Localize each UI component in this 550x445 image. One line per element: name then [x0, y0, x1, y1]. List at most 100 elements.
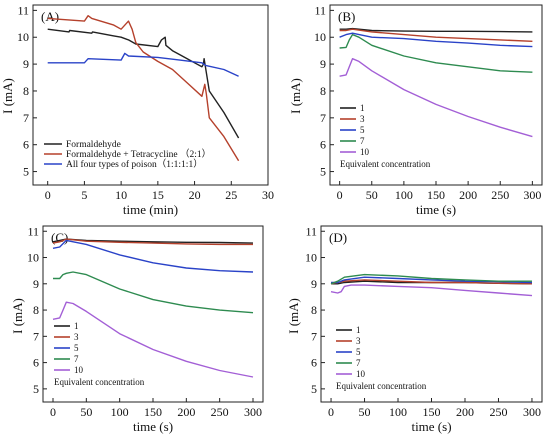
- x-tick-label: 0: [328, 405, 334, 419]
- y-tick-label: 6: [23, 138, 29, 152]
- legend-label: 5: [356, 347, 361, 357]
- y-tick-label: 5: [33, 382, 39, 396]
- legend-label: Formaldehyde: [66, 140, 121, 150]
- series-line-0: [47, 28, 240, 139]
- plot-frame: [320, 225, 543, 403]
- x-tick-label: 30: [262, 188, 274, 202]
- y-tick-label: 5: [320, 165, 326, 179]
- panel-label: (D): [329, 230, 347, 245]
- series-line-1: [339, 28, 533, 42]
- y-tick-label: 6: [311, 356, 317, 370]
- y-tick-label: 9: [320, 57, 326, 71]
- x-tick-label: 50: [366, 188, 378, 202]
- legend-note: Equivalent concentration: [340, 159, 431, 169]
- panel-2: 0 50 100 150 200 250 300 5 6 7 8 9 10 11 time (s) I (mA…: [10, 224, 264, 434]
- x-tick-label: 300: [244, 405, 262, 419]
- y-axis-label: I (mA): [286, 298, 301, 334]
- x-tick-label: 200: [177, 405, 195, 419]
- series-line-3: [330, 273, 532, 285]
- y-tick-label: 8: [311, 303, 317, 317]
- y-axis-label: I (mA): [0, 78, 15, 114]
- series-line-2: [339, 32, 533, 48]
- x-tick-label: 0: [337, 188, 343, 202]
- y-tick-label: 5: [311, 382, 317, 396]
- y-tick-label: 11: [314, 3, 326, 17]
- legend-label: 10: [356, 369, 366, 379]
- series-line-1: [52, 238, 253, 246]
- y-tick-label: 5: [23, 165, 29, 179]
- x-axis-label: time (s): [416, 202, 456, 217]
- series-line-0: [52, 238, 254, 244]
- x-axis-label: time (s): [411, 419, 451, 434]
- x-tick-label: 0: [50, 405, 56, 419]
- legend-label: 10: [360, 147, 370, 157]
- series-line-3: [339, 33, 533, 73]
- legend-label: 1: [356, 325, 361, 335]
- series-line-2: [52, 239, 254, 273]
- x-tick-label: 0: [45, 188, 51, 202]
- y-tick-label: 11: [17, 3, 29, 17]
- y-tick-label: 10: [27, 251, 39, 265]
- y-tick-label: 11: [305, 224, 317, 238]
- legend-label: 3: [74, 332, 79, 342]
- x-tick-label: 150: [427, 188, 445, 202]
- y-tick-label: 9: [23, 57, 29, 71]
- x-tick-label: 5: [81, 188, 87, 202]
- series-line-2: [47, 52, 239, 77]
- y-tick-label: 7: [320, 111, 326, 125]
- legend-label: 7: [74, 354, 79, 364]
- series-line-0: [339, 27, 533, 33]
- y-axis-label: I (mA): [288, 78, 303, 114]
- y-tick-label: 7: [33, 329, 39, 343]
- x-axis-label: time (min): [123, 202, 178, 217]
- series-line-4: [339, 58, 533, 138]
- x-tick-label: 100: [111, 405, 129, 419]
- x-tick-label: 15: [152, 188, 164, 202]
- legend-label: 1: [360, 103, 365, 113]
- y-tick-label: 10: [17, 30, 29, 44]
- legend-label: 5: [360, 125, 365, 135]
- x-tick-label: 50: [80, 405, 92, 419]
- x-tick-label: 300: [523, 405, 541, 419]
- x-tick-label: 10: [115, 188, 127, 202]
- legend-note: Equivalent concentration: [336, 381, 427, 391]
- y-tick-label: 11: [27, 224, 39, 238]
- y-tick-label: 7: [23, 111, 29, 125]
- y-tick-label: 9: [311, 277, 317, 291]
- y-tick-label: 6: [320, 138, 326, 152]
- y-tick-label: 8: [23, 84, 29, 98]
- x-tick-label: 150: [423, 405, 441, 419]
- y-tick-label: 6: [33, 356, 39, 370]
- series-line-4: [330, 284, 533, 297]
- y-tick-label: 8: [320, 84, 326, 98]
- panel-label: (A): [41, 9, 59, 24]
- x-tick-label: 250: [211, 405, 229, 419]
- x-tick-label: 250: [489, 405, 507, 419]
- y-tick-label: 10: [305, 251, 317, 265]
- legend-note: Equivalent concentration: [54, 377, 145, 387]
- legend-label: Formaldehyde + Tetracycline （2:1）: [66, 148, 211, 160]
- plot-frame: [32, 4, 269, 186]
- x-tick-label: 150: [144, 405, 162, 419]
- x-tick-label: 200: [459, 188, 477, 202]
- plot-frame: [42, 225, 264, 403]
- panel-label: (B): [338, 9, 355, 24]
- legend-label: 5: [74, 343, 79, 353]
- legend-label: 7: [360, 136, 365, 146]
- x-tick-label: 250: [491, 188, 509, 202]
- panel-3: 0 50 100 150 200 250 300 5 6 7 8 9 10 11 time (s) I (mA…: [286, 224, 543, 434]
- legend-label: 3: [356, 336, 361, 346]
- x-tick-label: 25: [225, 188, 237, 202]
- x-tick-label: 20: [189, 188, 201, 202]
- legend-label: 1: [74, 321, 79, 331]
- legend-label: 3: [360, 114, 365, 124]
- legend-label: 7: [356, 358, 361, 368]
- panel-0: 0 5 10 15 20 25 30 5 6 7 8 9 10 11 time (min) I (mA) (A)…: [0, 3, 274, 217]
- x-tick-label: 200: [456, 405, 474, 419]
- x-tick-label: 50: [359, 405, 371, 419]
- y-axis-label: I (mA): [10, 298, 25, 334]
- series-line-3: [53, 271, 254, 314]
- x-tick-label: 100: [395, 188, 413, 202]
- series-line-4: [52, 301, 254, 378]
